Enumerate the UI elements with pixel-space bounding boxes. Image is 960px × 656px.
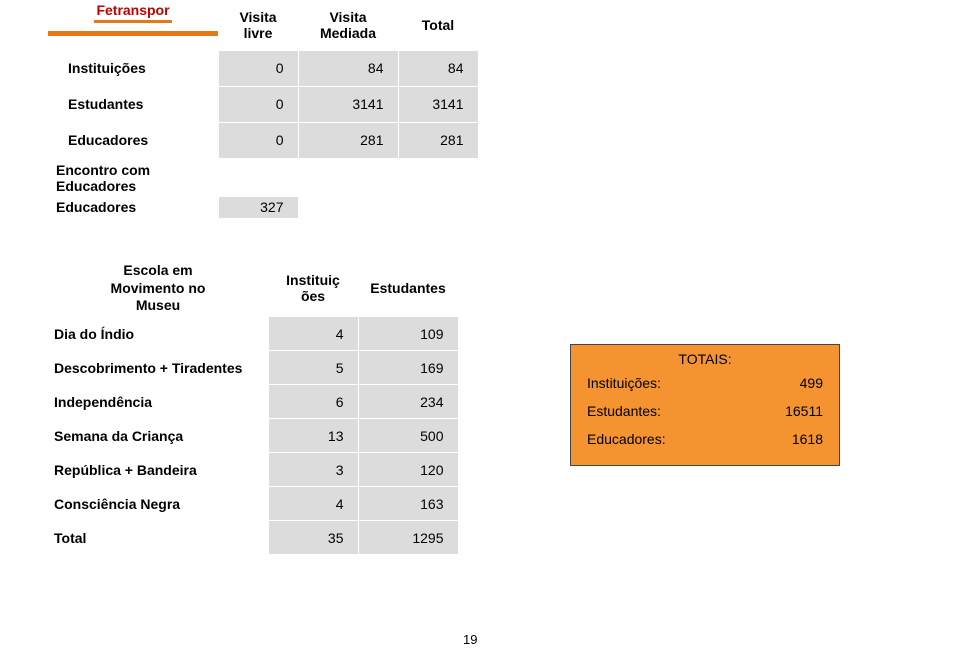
cell-value: 0: [218, 122, 298, 158]
encontro-l2: Educadores: [48, 178, 218, 196]
col-visita-livre-l2: livre: [218, 25, 298, 41]
edu-count-label: Educadores: [48, 196, 218, 218]
cell-value: 84: [398, 50, 478, 86]
cell-value: 6: [268, 385, 358, 419]
col-total-label: Total: [398, 17, 478, 33]
page-number: 19: [463, 632, 477, 647]
totals-row: Educadores: 1618: [587, 425, 823, 453]
row-label: Semana da Criança: [48, 419, 268, 453]
row-label: Independência: [48, 385, 268, 419]
row-label: Consciência Negra: [48, 487, 268, 521]
col-instituicoes-l2: ões: [274, 288, 352, 304]
table-row: Educadores 327: [48, 196, 478, 218]
totals-box: TOTAIS: Instituições: 499 Estudantes: 16…: [570, 344, 840, 466]
cell-value: 4: [268, 487, 358, 521]
col-estudantes-label: Estudantes: [364, 280, 452, 296]
cell-value: 169: [358, 351, 458, 385]
cell-value: 84: [298, 50, 398, 86]
table-row: Descobrimento + Tiradentes 5 169: [48, 351, 458, 385]
table-row: Total 35 1295: [48, 521, 458, 555]
cell-value: 3141: [298, 86, 398, 122]
row-label: Estudantes: [48, 86, 218, 122]
row-label: Descobrimento + Tiradentes: [48, 351, 268, 385]
cell-value: 13: [268, 419, 358, 453]
cell-value: 3: [268, 453, 358, 487]
cell-value: 0: [218, 50, 298, 86]
cell-value: 281: [398, 122, 478, 158]
table-row: Educadores: [48, 178, 478, 196]
fetranspor-underline: [48, 31, 218, 36]
totals-label: Educadores:: [587, 425, 666, 453]
col-escola-l3: Museu: [54, 297, 262, 315]
table-row: Educadores 0 281 281: [48, 122, 478, 158]
cell-value: 120: [358, 453, 458, 487]
table-row: República + Bandeira 3 120: [48, 453, 458, 487]
cell-value: 1295: [358, 521, 458, 555]
row-label: Educadores: [48, 122, 218, 158]
col-visita-mediada-l1: Visita: [298, 9, 398, 25]
table-row: Instituições 0 84 84: [48, 50, 478, 86]
col-visita-livre: Visita livre: [218, 0, 298, 50]
table-header-row: Escola em Movimento no Museu Instituiç õ…: [48, 260, 458, 317]
table-row: Consciência Negra 4 163: [48, 487, 458, 521]
fetranspor-table: Fetranspor Visita livre Visita Mediada T…: [48, 0, 479, 219]
totals-label: Instituições:: [587, 369, 661, 397]
col-escola-movimento: Escola em Movimento no Museu: [48, 260, 268, 317]
table-row: Semana da Criança 13 500: [48, 419, 458, 453]
cell-value: 4: [268, 317, 358, 351]
cell-value: 3141: [398, 86, 478, 122]
col-instituicoes: Instituiç ões: [268, 260, 358, 317]
cell-value: 281: [298, 122, 398, 158]
escola-movimento-table: Escola em Movimento no Museu Instituiç õ…: [48, 260, 459, 555]
totals-value: 1618: [792, 425, 823, 453]
cell-value: 163: [358, 487, 458, 521]
cell-value: 0: [218, 86, 298, 122]
totals-title: TOTAIS:: [587, 351, 823, 367]
cell-value: 234: [358, 385, 458, 419]
encontro-l1: Encontro com: [48, 158, 218, 178]
totals-row: Estudantes: 16511: [587, 397, 823, 425]
fetranspor-title: Fetranspor: [94, 2, 171, 23]
totals-row: Instituições: 499: [587, 369, 823, 397]
cell-value: 109: [358, 317, 458, 351]
row-label: República + Bandeira: [48, 453, 268, 487]
totals-value: 16511: [785, 397, 823, 425]
cell-value: 5: [268, 351, 358, 385]
col-estudantes: Estudantes: [358, 260, 458, 317]
row-label: Instituições: [48, 50, 218, 86]
col-total: Total: [398, 0, 478, 50]
col-visita-livre-l1: Visita: [218, 9, 298, 25]
col-escola-l1: Escola em: [54, 262, 262, 280]
col-visita-mediada-l2: Mediada: [298, 25, 398, 41]
table-row: Estudantes 0 3141 3141: [48, 86, 478, 122]
edu-count-value: 327: [218, 196, 298, 218]
row-label: Dia do Índio: [48, 317, 268, 351]
row-label: Total: [48, 521, 268, 555]
table-row: Encontro com: [48, 158, 478, 178]
col-instituicoes-l1: Instituiç: [274, 272, 352, 288]
cell-value: 35: [268, 521, 358, 555]
fetranspor-header: Fetranspor: [48, 0, 218, 50]
col-escola-l2: Movimento no: [54, 280, 262, 298]
totals-label: Estudantes:: [587, 397, 661, 425]
cell-value: 500: [358, 419, 458, 453]
table-row: Independência 6 234: [48, 385, 458, 419]
col-visita-mediada: Visita Mediada: [298, 0, 398, 50]
totals-value: 499: [800, 369, 823, 397]
table-row: Dia do Índio 4 109: [48, 317, 458, 351]
